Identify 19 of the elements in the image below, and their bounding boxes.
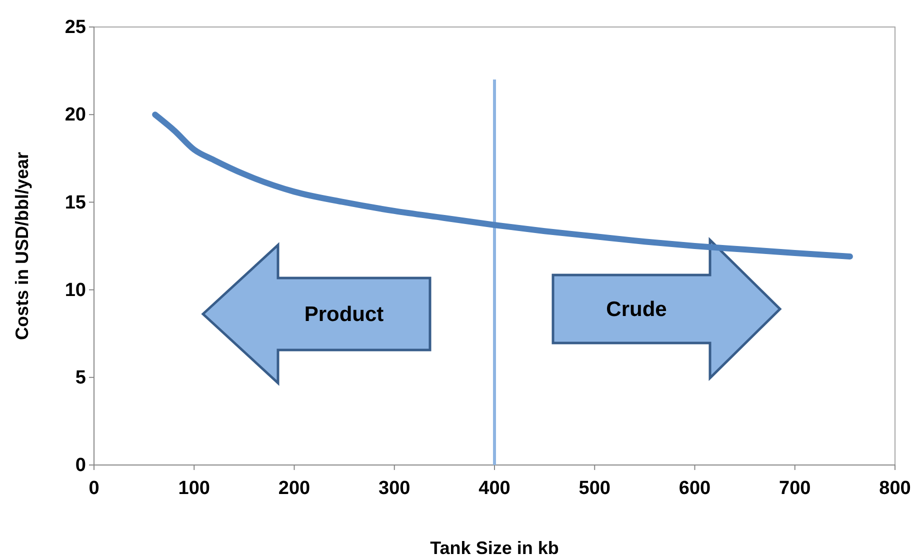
y-tick-label: 20 [64,104,86,126]
y-tick-label: 5 [75,367,86,388]
x-tick-label: 800 [879,478,911,499]
annotation: Product [304,303,384,326]
y-tick-label: 15 [64,192,86,214]
x-tick-label: 400 [478,478,510,499]
annotation: Crude [606,298,667,321]
x-tick-label: 700 [779,478,811,499]
x-tick-label: 100 [178,478,210,499]
x-tick-label: 500 [578,478,610,499]
y-tick-label: 10 [64,280,86,301]
x-tick-label: 600 [678,478,711,499]
x-tick-label: 0 [88,478,100,499]
x-tick-label: 200 [278,478,310,499]
x-axis-title: Tank Size in kb [430,538,559,558]
y-tick-label: 0 [75,455,86,476]
x-tick-label: 300 [378,478,410,499]
y-tick-label: 25 [64,17,86,38]
y-axis-title: Costs in USD/bbl/year [12,152,32,340]
